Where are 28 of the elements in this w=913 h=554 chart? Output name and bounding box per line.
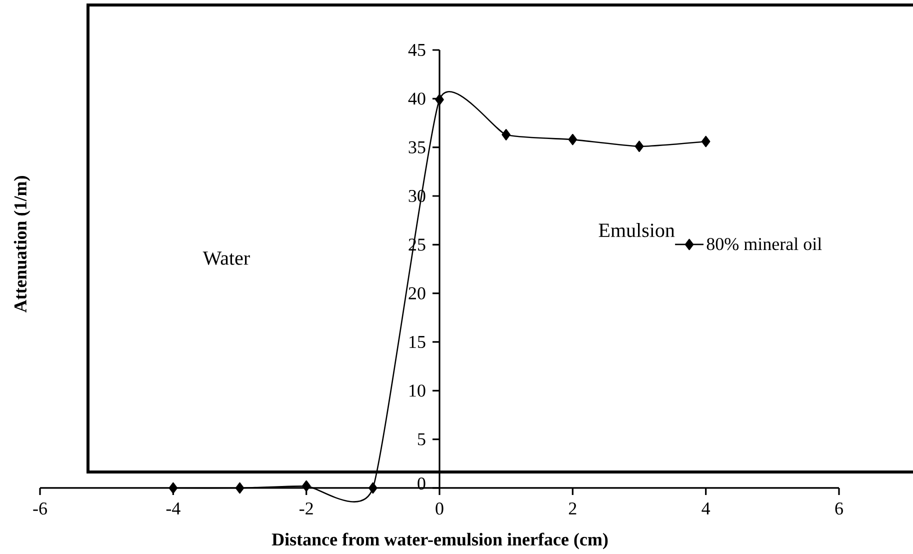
annotation: Water	[202, 252, 250, 265]
x-tick-label: 0	[436, 502, 444, 515]
point	[634, 140, 644, 152]
y-tick-label: 20	[408, 287, 426, 300]
y-tick-label: 40	[408, 92, 426, 105]
x-axis-title: Distance from water-emulsion inerface (cm)	[272, 532, 608, 550]
y-tick-label: 15	[410, 336, 426, 348]
point	[502, 129, 510, 140]
x-tick-label: 6	[835, 502, 843, 515]
annotation: Emulsion	[598, 223, 675, 238]
y-axis-title: Attenuation (1/m)	[14, 176, 30, 313]
x-tick-label: 4	[702, 502, 710, 514]
point	[568, 134, 578, 146]
point	[701, 136, 710, 148]
x-tick-label: -2	[300, 502, 313, 514]
y-tick-label: 45	[408, 44, 426, 56]
point	[168, 482, 178, 494]
x-tick-label: -4	[166, 502, 180, 514]
y-tick-label: 35	[408, 141, 426, 154]
point	[435, 94, 444, 106]
point	[368, 482, 378, 494]
x-tick-label: -6	[33, 502, 47, 515]
y-tick-label: 5	[418, 433, 426, 446]
point	[302, 480, 311, 492]
legend-label: 80% mineral oil	[706, 237, 822, 250]
y-tick-label: 10	[410, 384, 426, 397]
x-tick-label: 2	[568, 502, 576, 514]
point	[235, 482, 244, 494]
